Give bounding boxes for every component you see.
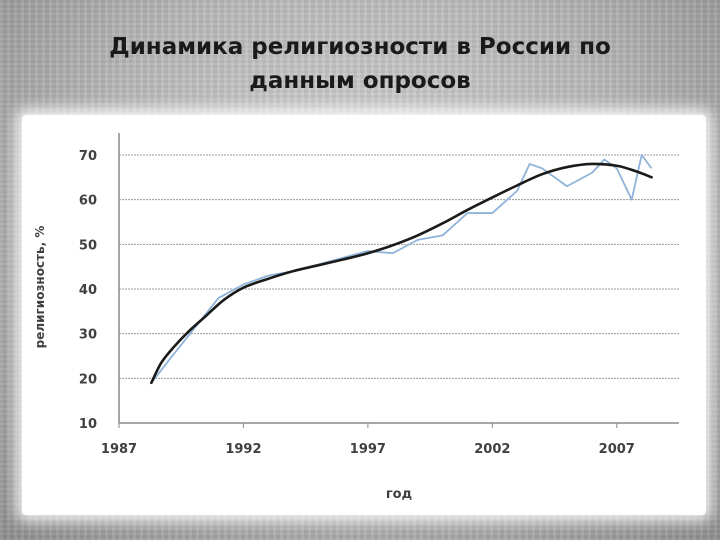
x-tick-label-1987: 1987 (101, 442, 137, 457)
x-tick-label-2007: 2007 (599, 442, 635, 457)
y-tick-label-50: 50 (79, 238, 97, 253)
y-tick-label-10: 10 (79, 417, 97, 432)
y-tick-label-30: 30 (79, 328, 97, 343)
y-axis-label: религиозность, % (33, 226, 47, 349)
religiosity-chart: 10 20 30 40 50 60 70 1987 1992 1997 2002 2007 год р… (33, 133, 679, 502)
y-tick-label-60: 60 (79, 194, 97, 209)
x-axis-label: год (386, 487, 412, 502)
y-tick-label-40: 40 (79, 283, 97, 298)
series-line-raw (150, 154, 653, 384)
slide-title-line2: данным опросов (249, 68, 471, 94)
y-tick-label-70: 70 (79, 149, 97, 164)
x-tick-label-1992: 1992 (225, 442, 261, 457)
x-tick-label-1997: 1997 (350, 442, 386, 457)
x-tick-label-2002: 2002 (474, 442, 510, 457)
y-tick-label-20: 20 (79, 372, 97, 387)
slide-title: Динамика религиозности в России по данны… (40, 30, 680, 98)
slide-title-line1: Динамика религиозности в России по (109, 34, 611, 60)
chart-panel: 10 20 30 40 50 60 70 1987 1992 1997 2002 2007 год р… (22, 115, 706, 515)
series-line-trend (150, 162, 653, 385)
